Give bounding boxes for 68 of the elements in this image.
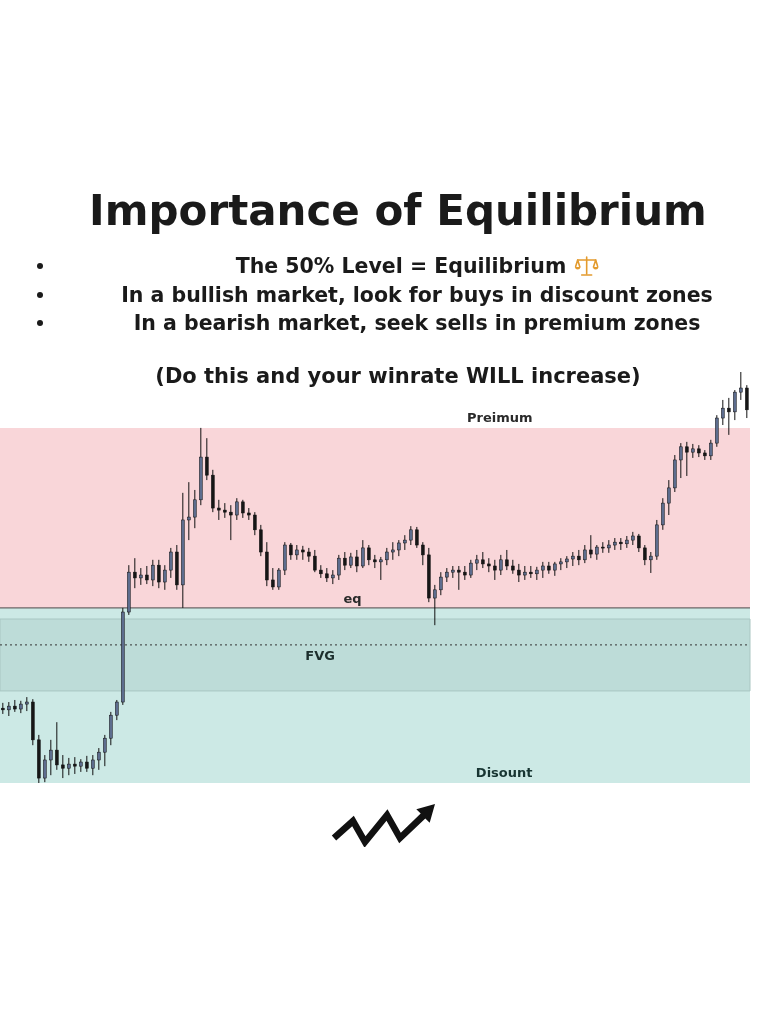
candlestick [457,565,461,591]
candlestick [229,504,233,541]
candlestick [241,499,245,519]
candlestick [379,556,383,581]
candlestick [493,559,497,581]
candlestick [739,372,743,401]
candlestick [337,554,341,581]
candlestick [115,699,119,721]
candlestick [193,489,197,529]
candlestick [667,479,671,516]
candlestick [685,441,689,477]
candlestick [151,559,155,587]
candlestick [145,565,149,585]
candlestick [187,481,191,541]
candlestick [421,541,425,566]
candlestick [637,533,641,553]
candlestick [103,734,107,767]
candlestick [109,711,113,746]
candlestick [355,549,359,573]
chart-title: Importance of Equilibrium [89,186,707,235]
band-label: FVG [305,647,335,663]
candlestick [343,551,347,571]
candlestick [91,754,95,776]
ref-line-label: eq [343,590,362,606]
candlestick [733,389,737,421]
candlestick [469,559,473,579]
candlestick [235,497,239,521]
candlestick [439,571,443,596]
candlestick [505,549,509,571]
text: The 50% Level = Equilibrium [235,253,567,279]
candlestick [679,442,683,479]
candlestick [163,564,167,591]
candlestick [169,547,173,579]
band-label: Preimum [466,409,533,425]
candlestick [517,563,521,583]
candlestick [43,754,47,783]
candlestick [205,437,209,481]
candlestick [367,544,371,566]
chart-subtitle: (Do this and your winrate WILL increase) [155,364,641,388]
candlestick [97,747,101,771]
text: In a bearish market, seek sells in premium zones [133,310,701,336]
candlestick [589,534,593,559]
candlestick [649,551,653,574]
band-label: Disount [475,765,533,780]
candlestick [721,399,725,426]
candlestick [157,559,161,589]
candlestick [49,739,53,776]
text: In a bullish market, look for buys in discount zones [121,281,713,308]
candlestick [277,567,281,591]
candlestick [709,439,713,461]
candlestick [643,544,647,566]
candlestick [661,497,665,531]
candlestick [217,499,221,521]
candlestick [313,549,317,573]
candlestick [409,525,413,546]
candlestick [433,584,437,626]
candlestick [133,557,137,589]
candlestick [253,511,257,536]
candlestick [55,721,59,771]
candlestick [727,397,731,436]
candlestick [61,754,65,779]
candlestick [499,554,503,576]
candlestick [415,526,419,549]
candlestick [583,544,587,564]
candlestick [745,384,749,419]
candlestick [361,539,365,569]
candlestick [271,567,275,591]
candlestick [259,524,263,557]
